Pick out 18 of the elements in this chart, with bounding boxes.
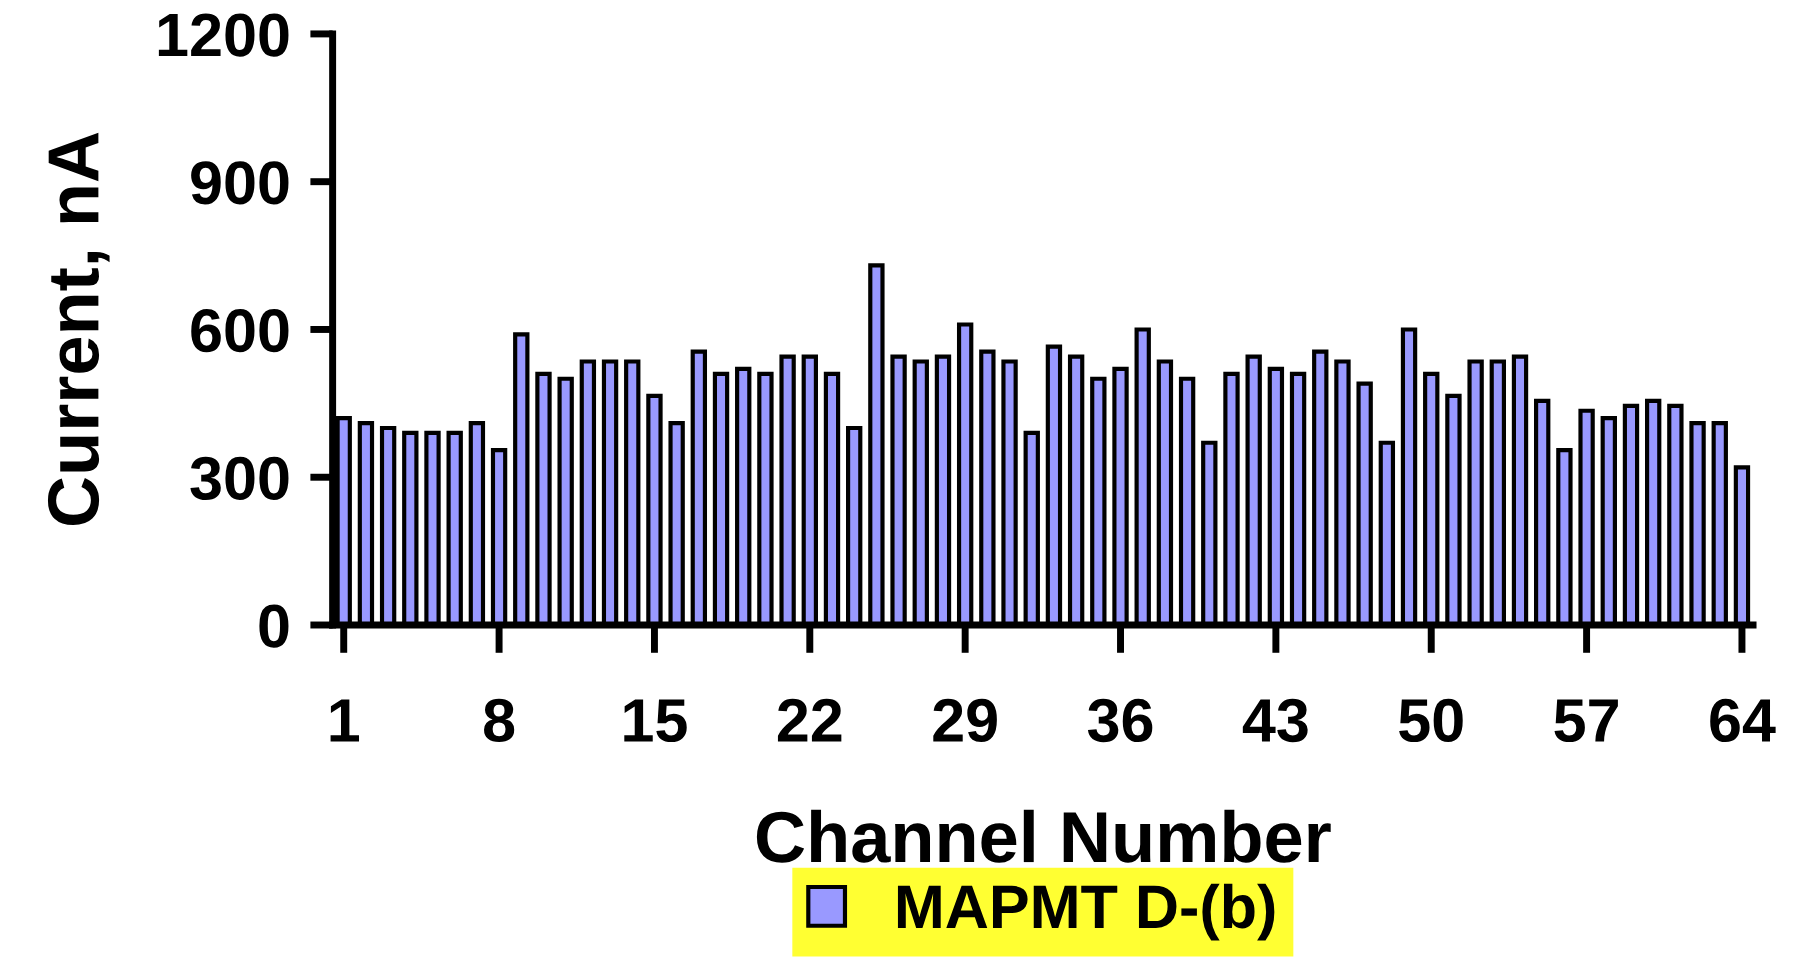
x-tick-label: 64 — [1710, 698, 1776, 743]
x-tick-label: 15 — [624, 699, 687, 743]
legend-label: MAPMT D-(b) — [897, 883, 1275, 941]
x-tick-label: 43 — [1242, 698, 1308, 743]
x-tick-label: 50 — [1399, 698, 1463, 743]
x-tick-label: 36 — [1087, 698, 1153, 743]
x-tick-label: 29 — [933, 698, 997, 743]
y-axis-title: Current, nA — [47, 132, 110, 526]
x-tick-label: 1 — [330, 699, 360, 742]
y-tick-label: 1200 — [158, 13, 289, 57]
y-tick-label: 600 — [191, 308, 289, 353]
x-tick-label: 8 — [484, 698, 515, 743]
x-axis-title: Channel Number — [756, 809, 1331, 863]
y-tick-label: 900 — [191, 161, 289, 205]
x-tick-label: 22 — [777, 698, 842, 742]
y-tick-label: 0 — [259, 604, 289, 648]
y-tick-label: 300 — [190, 456, 289, 501]
x-tick-label: 57 — [1554, 699, 1618, 743]
